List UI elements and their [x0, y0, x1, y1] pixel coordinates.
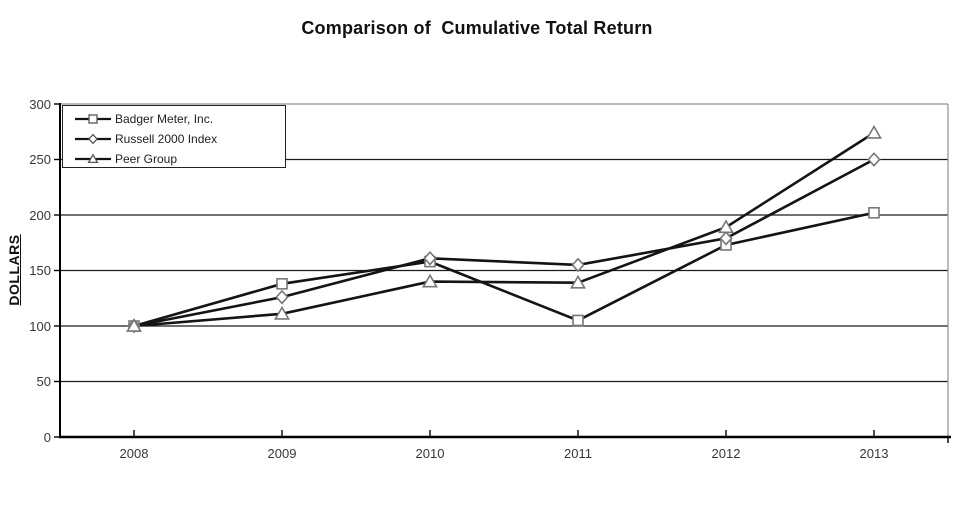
- x-tick-label: 2009: [267, 446, 297, 461]
- x-tick-label: 2012: [711, 446, 741, 461]
- series-line-diamond: [133, 158, 875, 328]
- legend-marker-triangle-icon: [75, 153, 111, 164]
- triangle-marker-icon: [87, 153, 99, 164]
- triangle-marker-icon: [274, 305, 290, 320]
- y-tick-label: 0: [43, 429, 51, 445]
- diamond-marker-icon: [867, 152, 881, 167]
- triangle-marker-icon: [570, 274, 586, 289]
- y-tick-label: 300: [29, 96, 51, 112]
- x-tick-label: 2008: [119, 446, 149, 461]
- axes: [54, 103, 951, 443]
- series-line-square: [133, 211, 875, 328]
- y-tick-label: 50: [36, 374, 51, 389]
- legend-label: Peer Group: [115, 152, 178, 166]
- diamond-marker-icon: [275, 289, 289, 305]
- legend-label: Badger Meter, Inc.: [115, 112, 214, 126]
- legend-marker-diamond-icon: [75, 133, 111, 145]
- y-tick-label: 150: [29, 263, 51, 278]
- legend-marker-square-icon: [75, 114, 111, 124]
- series-markers: [126, 124, 882, 334]
- triangle-marker-icon: [866, 124, 882, 139]
- square-marker-icon: [572, 314, 584, 327]
- x-tick-label: 2010: [415, 446, 445, 461]
- triangle-marker-icon: [422, 273, 438, 288]
- square-marker-icon: [88, 114, 98, 124]
- diamond-marker-icon: [423, 250, 437, 266]
- y-tick-label: 200: [29, 207, 51, 223]
- y-tick-label: 100: [29, 318, 51, 334]
- diamond-marker-icon: [719, 230, 733, 246]
- legend-label: Russell 2000 Index: [115, 132, 218, 146]
- square-marker-icon: [868, 206, 880, 219]
- square-marker-icon: [276, 278, 288, 290]
- y-tick-label: 250: [29, 152, 51, 167]
- chart-title: Comparison of Cumulative Total Return: [301, 18, 653, 38]
- series-line-triangle: [133, 131, 875, 328]
- series-lines: [133, 131, 875, 328]
- triangle-marker-icon: [126, 318, 142, 332]
- x-tick-label: 2013: [859, 446, 889, 461]
- legend: Badger Meter, Inc. Russell 2000 Index Pe…: [62, 105, 286, 168]
- diamond-marker-icon: [571, 257, 585, 273]
- diamond-marker-icon: [88, 133, 98, 145]
- legend-item-peer-group: Peer Group: [74, 149, 285, 169]
- triangle-marker-icon: [718, 219, 734, 234]
- legend-item-badger-meter: Badger Meter, Inc.: [74, 109, 285, 129]
- legend-item-russell-2000: Russell 2000 Index: [74, 129, 285, 149]
- x-tick-label: 2011: [564, 446, 592, 461]
